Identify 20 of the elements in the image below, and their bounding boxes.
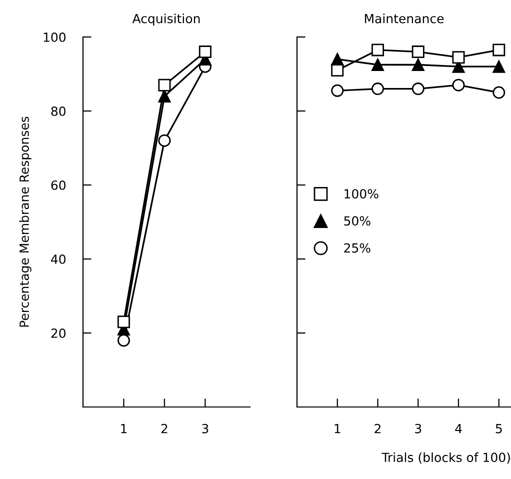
y-tick-label: 60: [51, 180, 66, 190]
y-tick-label: 100: [44, 32, 66, 42]
chart-title: Acquisition: [132, 14, 200, 26]
x-tick-label: 1: [121, 424, 127, 434]
x-tick-label: 3: [202, 424, 208, 434]
x-tick-label: 2: [161, 424, 168, 434]
chart-title: Maintenance: [364, 14, 444, 24]
x-tick-label: 4: [455, 424, 462, 434]
y-tick-label: 40: [51, 254, 66, 264]
legend-label: 100%: [344, 189, 378, 199]
x-tick-label: 3: [415, 424, 422, 434]
legend-label: 25%: [344, 243, 370, 253]
x-tick-label: 1: [334, 424, 340, 434]
x-tick-label: 5: [496, 424, 502, 434]
y-tick-label: 80: [51, 106, 66, 116]
legend-label: 50%: [344, 216, 370, 226]
y-tick-label: 20: [51, 328, 66, 338]
x-tick-label: 2: [374, 424, 380, 434]
x-axis-title: Trials (blocks of 100): [382, 452, 510, 464]
y-axis-title: Percentage Membrane Responses: [19, 116, 32, 327]
